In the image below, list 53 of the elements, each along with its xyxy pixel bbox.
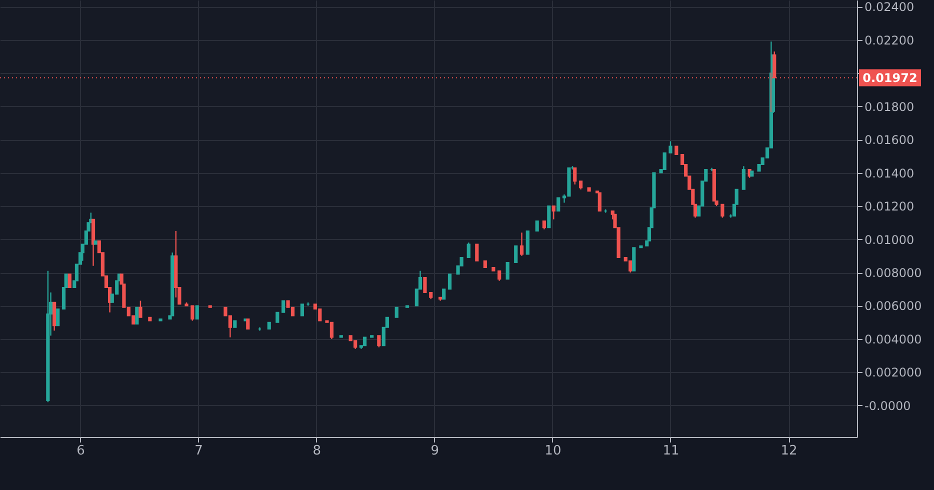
candlestick [442,288,446,300]
y-tick-label: 0.008000 [864,266,922,280]
candlestick [475,244,479,262]
candlestick [276,312,280,323]
candlestick [377,335,381,348]
candlestick [394,306,398,318]
candlestick [535,220,539,232]
candlestick [498,270,502,282]
y-tick-label: 0.01000 [864,232,914,247]
y-tick-label: 0.01600 [864,133,914,148]
candlestick [52,302,56,332]
y-tick-label: 0.01800 [864,100,914,114]
candlestick [556,197,560,212]
y-tick-label: 0.01200 [864,200,914,214]
candlestick [552,205,556,220]
candlestick [195,305,199,320]
candlestick [547,206,551,228]
candlestick [300,304,304,316]
y-tick-label: 0.02400 [864,0,914,14]
candlestick [662,152,666,170]
candlestick [448,274,452,290]
y-tick-label: 0.006000 [864,299,922,314]
candlestick [466,242,470,258]
candlestick [520,232,524,256]
candlestick [68,274,72,288]
candlestick [282,300,286,313]
candlestick [526,230,530,255]
candlestick [423,276,427,293]
candlestick [190,305,194,322]
candlestick [138,300,142,318]
candlestick [135,306,139,325]
y-tick-label: 0.02200 [864,33,914,48]
candlestick [742,166,746,190]
x-tick-label: 7 [194,444,203,458]
x-tick-label: 10 [544,444,562,458]
candlestick [668,140,672,154]
candlestick [514,245,518,264]
candlestick [573,167,577,186]
x-tick-label: 12 [780,444,798,458]
candlestick [720,204,724,218]
y-tick-label: -0.0000 [864,398,911,413]
y-tick-label: 0.002000 [864,366,922,380]
candlestick [632,247,636,272]
candlestick [506,262,510,280]
x-tick-label: 6 [76,444,85,458]
x-tick-label: 8 [312,444,321,458]
x-tick-label: 9 [430,444,440,458]
y-tick-label: 0.004000 [864,332,922,346]
candlestick [246,318,250,330]
candlestick [56,308,60,326]
y-tick-label: 0.01400 [864,166,914,180]
ref-line-label: 0.01972 [862,70,918,85]
x-tick-label: 11 [662,444,680,458]
